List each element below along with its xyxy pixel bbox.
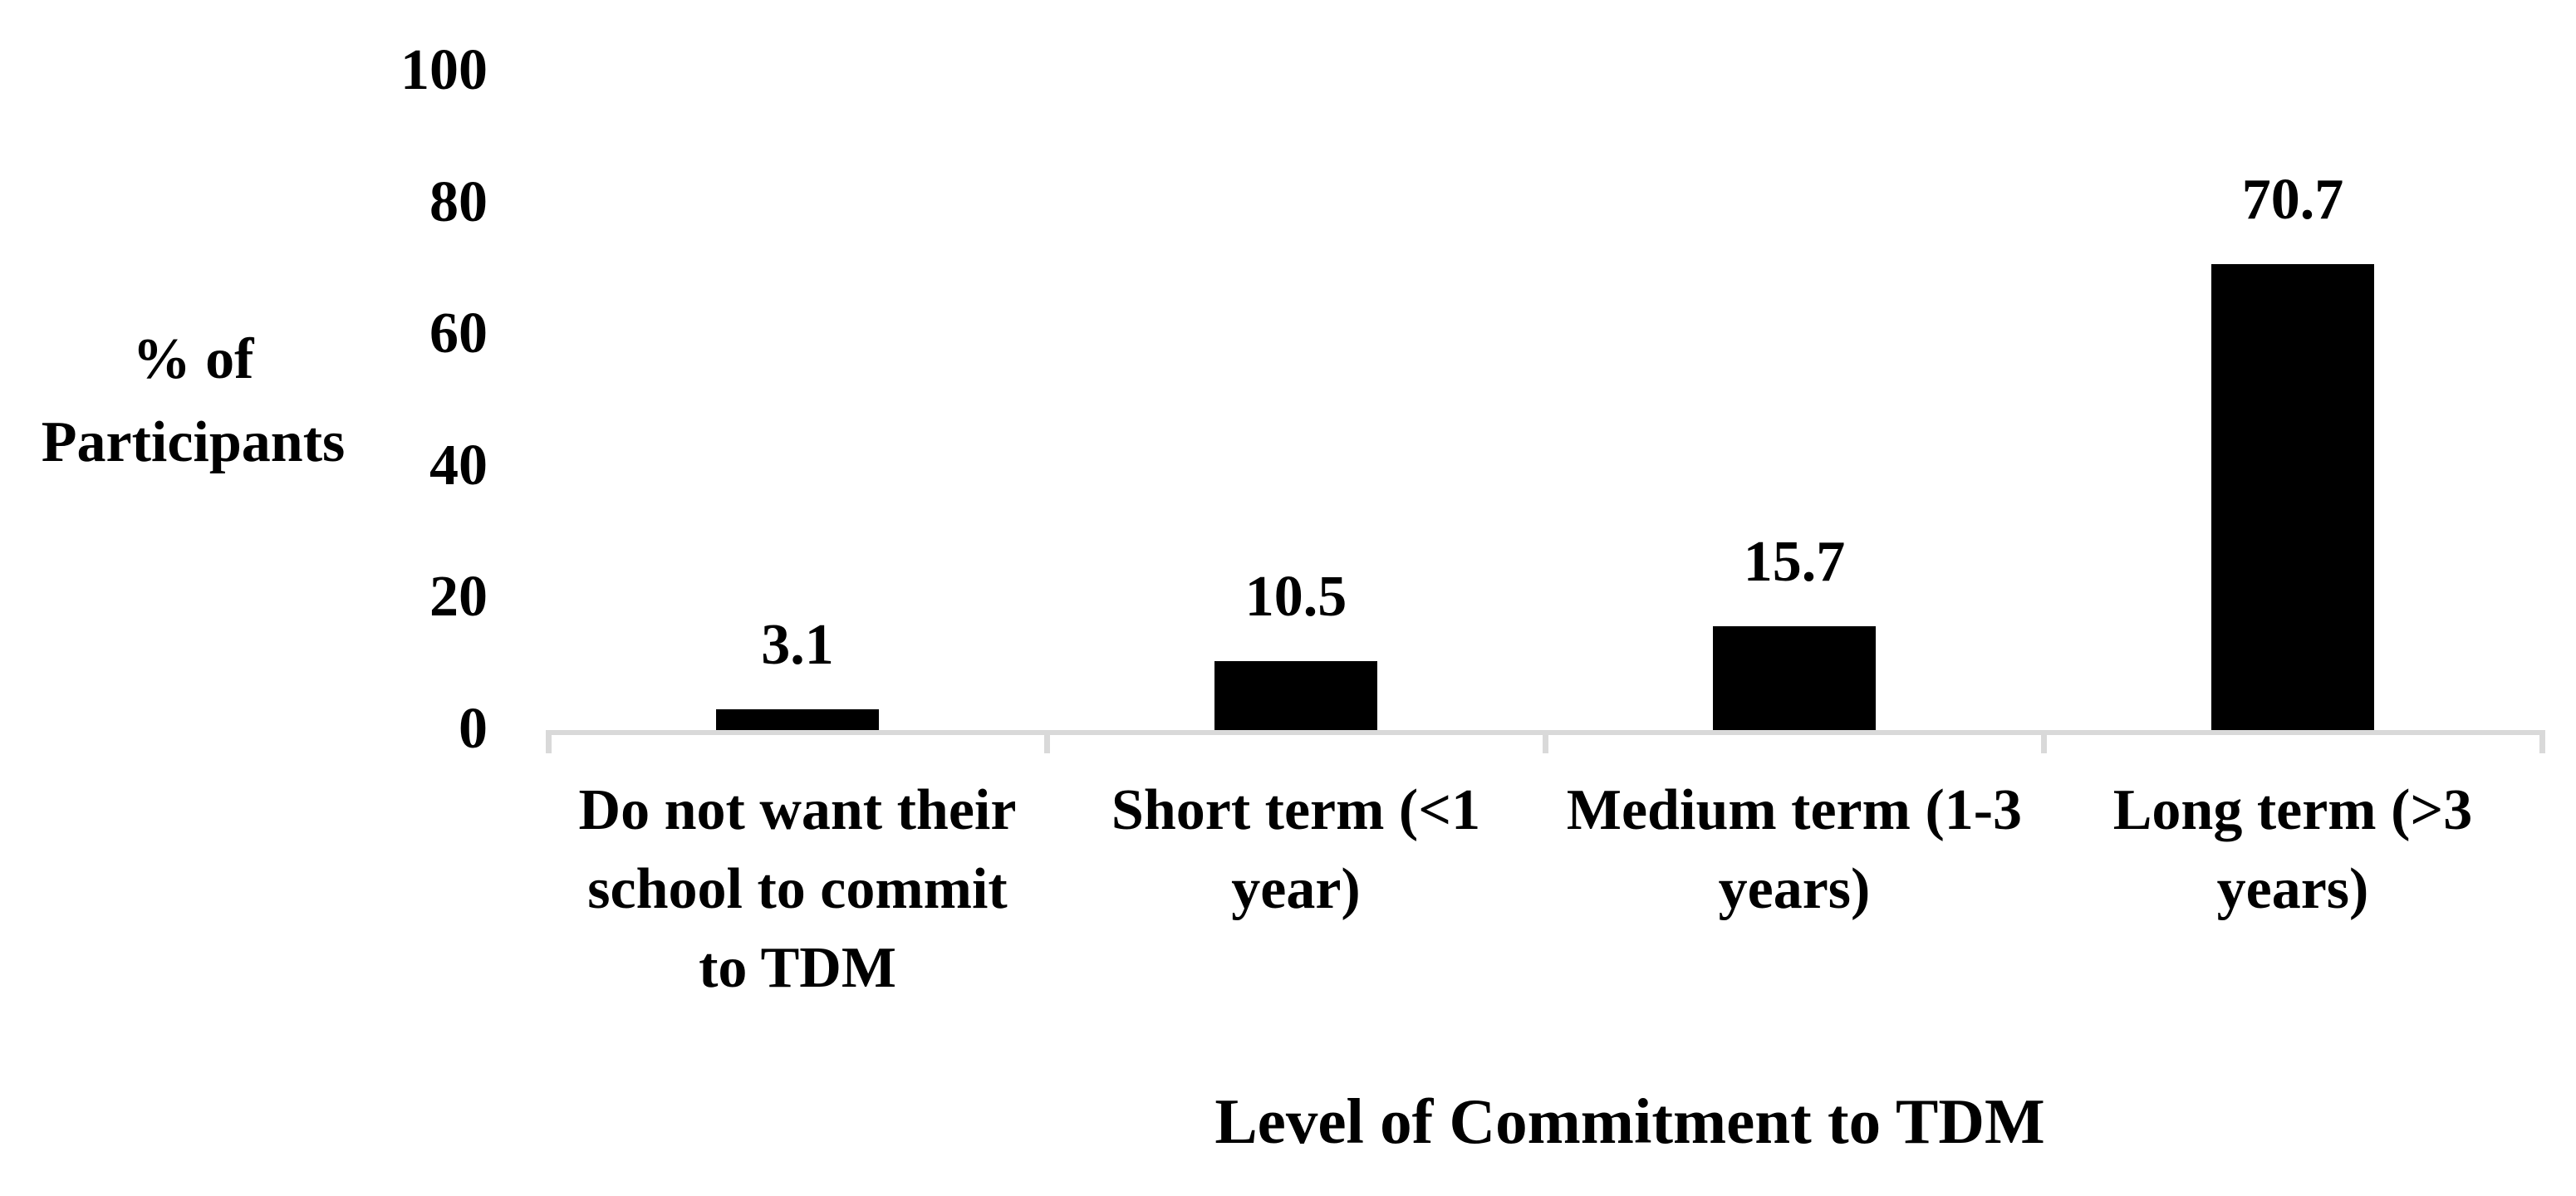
category-label: Medium term (1-3 years) xyxy=(1566,778,2023,921)
category-label: Short term (<1 year) xyxy=(1111,778,1481,921)
category-label: Do not want their school to commit to TD… xyxy=(578,778,1017,1000)
y-tick-label: 60 xyxy=(429,301,488,365)
bar-value-label: 3.1 xyxy=(761,613,834,677)
y-tick-label: 80 xyxy=(429,170,488,234)
y-axis-title-line-1: % of xyxy=(132,327,254,391)
bar xyxy=(1713,626,1876,730)
y-tick-label: 100 xyxy=(400,38,488,102)
y-tick-label: 40 xyxy=(429,434,488,498)
y-tick-label: 0 xyxy=(459,697,488,761)
y-tick-label: 20 xyxy=(429,565,488,629)
x-axis-title: Level of Commitment to TDM xyxy=(1214,1086,2045,1157)
bar xyxy=(2211,264,2374,730)
bar-value-label: 15.7 xyxy=(1743,530,1846,594)
bar xyxy=(1214,661,1377,730)
x-axis-tick-mark xyxy=(546,730,552,753)
y-axis-title: % of Participants xyxy=(0,318,386,484)
x-axis-tick-mark xyxy=(1543,730,1548,753)
x-axis-tick-mark xyxy=(2041,730,2047,753)
bar-value-label: 70.7 xyxy=(2241,168,2344,232)
category-label: Long term (>3 years) xyxy=(2112,778,2473,921)
bar-value-label: 10.5 xyxy=(1244,565,1347,629)
y-axis-title-line-2: Participants xyxy=(41,410,346,474)
x-axis-tick-mark xyxy=(2539,730,2545,753)
bar xyxy=(716,709,879,730)
x-axis-tick-mark xyxy=(1044,730,1050,753)
